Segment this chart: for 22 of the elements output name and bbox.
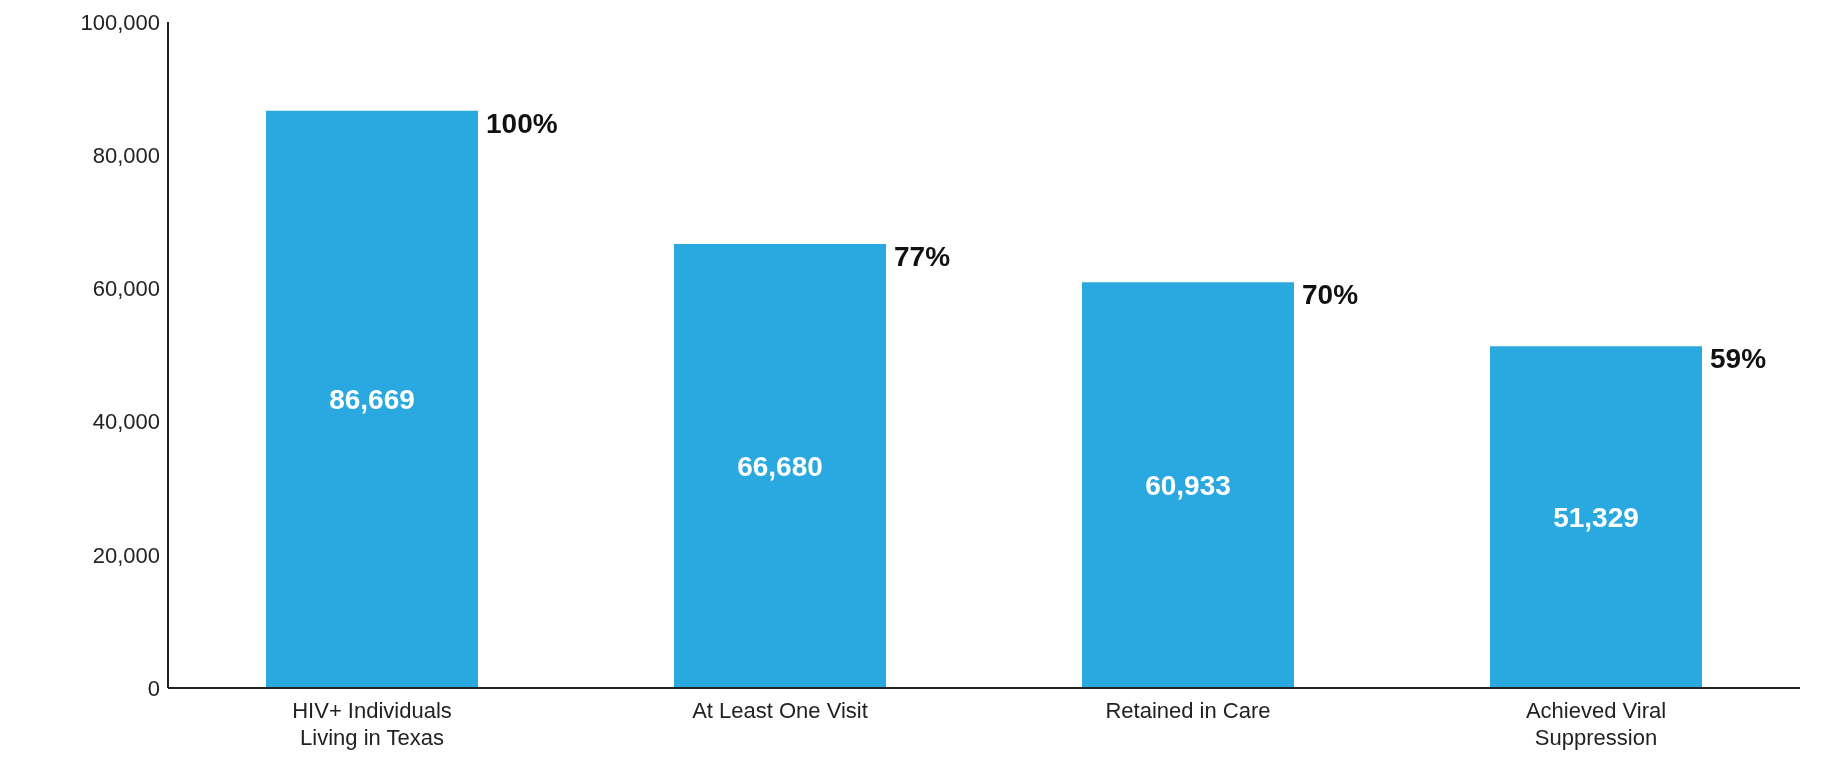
annotation: 100% <box>486 107 558 139</box>
data-label: 86,669 <box>329 384 415 416</box>
x-tick-label: Retained in Care <box>1105 698 1271 723</box>
data-label: 51,329 <box>1553 502 1639 534</box>
y-tick-label: 40,000 <box>92 409 160 435</box>
bar <box>266 110 478 688</box>
data-label: 66,680 <box>737 450 823 482</box>
bar <box>1490 346 1702 688</box>
x-tick-label: HIV+ Individuals Living in Texas <box>292 698 452 750</box>
annotation: 70% <box>1302 279 1359 311</box>
annotation: 77% <box>894 240 951 272</box>
annotation: 59% <box>1710 343 1767 375</box>
x-tick-label: Achieved Viral Suppression <box>1525 698 1667 750</box>
y-tick-label: 20,000 <box>92 542 160 568</box>
bar <box>674 243 886 688</box>
y-tick-label: 0 <box>147 675 160 701</box>
bar <box>1082 282 1294 688</box>
y-tick-label: 60,000 <box>92 276 160 302</box>
data-label: 60,933 <box>1145 470 1231 502</box>
y-tick-label: 100,000 <box>80 9 160 35</box>
y-tick-label: 80,000 <box>92 143 160 169</box>
x-tick-label: At Least One Visit <box>692 698 868 723</box>
